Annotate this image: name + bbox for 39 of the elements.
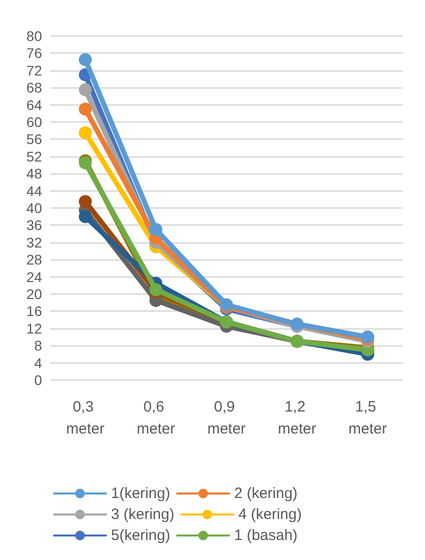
x-tick-label: 1,5 meter [348,398,387,438]
x-tick-label: 0,3 meter [66,398,104,438]
y-tick-label: 44 [26,182,42,199]
y-tick-label: 36 [26,217,42,234]
y-tick-label: 60 [26,114,42,130]
y-tick-label: 0 [34,372,42,388]
point [78,102,92,116]
point [78,83,92,96]
point [78,195,92,208]
x-tick-label: 0,6 meter [136,398,176,438]
legend-label: 4 (kering) [238,506,302,523]
legend-label: 3 (kering) [111,506,174,523]
y-tick-label: 56 [26,131,42,148]
legend-label: 1 (basah) [234,527,298,544]
y-tick-label: 20 [26,286,42,302]
y-tick-label: 8 [34,338,42,354]
y-tick-label: 72 [26,62,42,78]
y-tick-label: 12 [26,320,42,336]
y-tick-label: 4 [34,354,42,371]
y-tick-label: 64 [26,96,42,113]
y-tick-label: 48 [26,166,42,182]
y-tick-label: 32 [26,234,42,250]
legend-label: 1(kering) [111,485,170,502]
y-tick-label: 52 [26,148,42,164]
y-tick-label: 24 [26,268,42,285]
y-tick-label: 40 [26,200,42,216]
legend-label: 2 (kering) [234,485,298,502]
legend-label: 5(kering) [111,527,170,544]
point [78,53,92,66]
y-tick-label: 76 [26,45,42,62]
y-tick-label: 68 [26,80,42,96]
y-tick-label: 28 [26,252,42,268]
point [149,223,162,236]
x-tick-label: 0,9 meter [207,398,246,438]
y-tick-label: 16 [26,303,42,320]
point [78,126,92,140]
x-tick-label: 1,2 meter [278,398,316,438]
y-tick-label: 80 [26,28,42,44]
point [78,210,92,224]
